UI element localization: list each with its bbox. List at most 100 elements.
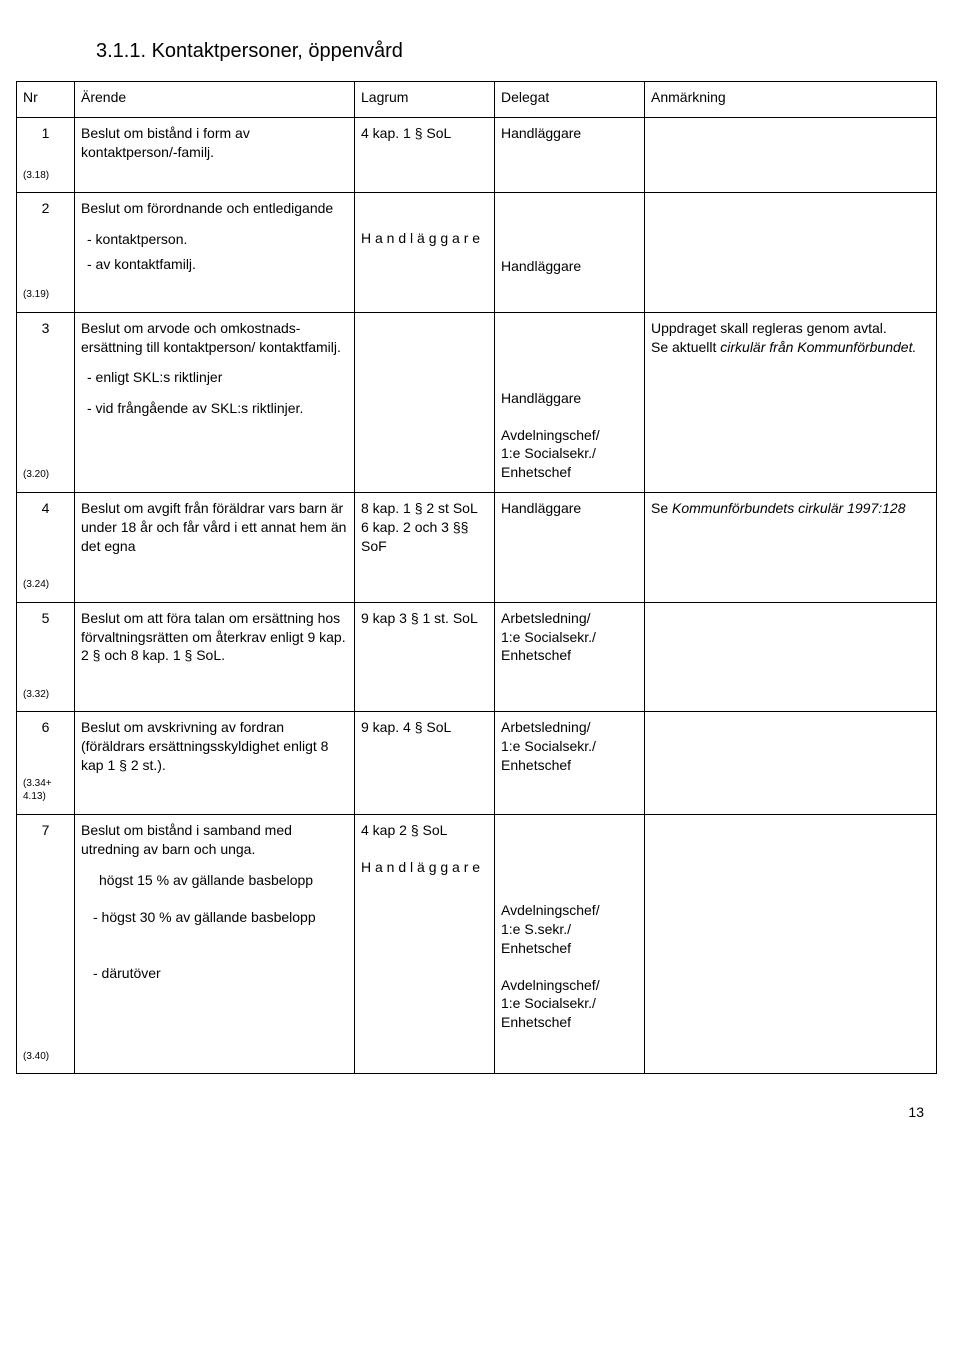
cell-lagrum: 9 kap. 4 § SoL [355, 712, 495, 815]
lagrum-line: 8 kap. 1 § 2 st SoL [361, 499, 488, 518]
table-header-row: Nr Ärende Lagrum Delegat Anmärkning [17, 82, 937, 118]
cell-arende: Beslut om bistånd i form av kontaktperso… [75, 117, 355, 192]
cell-delegat: Avdelningschef/ 1:e S.sekr./ Enhetschef … [495, 814, 645, 1073]
arende-lead: Beslut om bistånd i samband med utrednin… [81, 821, 348, 859]
table-row: 7 (3.40) Beslut om bistånd i samband med… [17, 814, 937, 1073]
cell-delegat: Handläggare Avdelningschef/ 1:e Socialse… [495, 312, 645, 493]
arende-sub: - därutöver [81, 964, 348, 983]
delegat: Handläggare [501, 257, 638, 276]
cell-nr: 1 (3.18) [17, 117, 75, 192]
delegat: 1:e Socialsekr./ [501, 994, 638, 1013]
arende-lead: Beslut om förordnande och entledigande [81, 199, 348, 218]
row-number: 2 [23, 199, 68, 218]
cell-arende: Beslut om att föra talan om ersättning h… [75, 602, 355, 711]
delegat: Avdelningschef/ [501, 426, 638, 445]
cell-nr: 7 (3.40) [17, 814, 75, 1073]
cell-anm [645, 193, 937, 312]
cell-anm: Se Kommunförbundets cirkulär 1997:128 [645, 493, 937, 602]
row-number: 1 [23, 124, 68, 143]
cell-delegat: Handläggare [495, 193, 645, 312]
anm-italic: cirkulär från Kommunförbundet. [720, 339, 916, 355]
cell-anm [645, 117, 937, 192]
delegat: 1:e Socialsekr./ [501, 444, 638, 463]
cell-nr: 4 (3.24) [17, 493, 75, 602]
cell-nr: 5 (3.32) [17, 602, 75, 711]
row-subref: (3.19) [23, 288, 68, 302]
cell-delegat: Handläggare [495, 117, 645, 192]
row-number: 3 [23, 319, 68, 338]
cell-lagrum: 4 kap. 1 § SoL [355, 117, 495, 192]
delegat: Arbetsledning/ [501, 718, 638, 737]
arende-sub: - högst 30 % av gällande basbelopp [81, 908, 348, 927]
row-number: 5 [23, 609, 68, 628]
table-row: 1 (3.18) Beslut om bistånd i form av kon… [17, 117, 937, 192]
table-row: 6 (3.34+ 4.13) Beslut om avskrivning av … [17, 712, 937, 815]
delegat: Enhetschef [501, 463, 638, 482]
row-subref: (3.20) [23, 468, 68, 482]
table-row: 4 (3.24) Beslut om avgift från föräldrar… [17, 493, 937, 602]
col-arende: Ärende [75, 82, 355, 118]
row-number: 7 [23, 821, 68, 840]
arende-sub: högst 15 % av gällande basbelopp [81, 871, 348, 890]
page-number: 13 [16, 1104, 944, 1120]
row-number: 4 [23, 499, 68, 518]
cell-nr: 6 (3.34+ 4.13) [17, 712, 75, 815]
cell-lagrum: 4 kap 2 § SoL H a n d l ä g g a r e [355, 814, 495, 1073]
delegat: Avdelningschef/ [501, 901, 638, 920]
anm-text: Se [651, 500, 672, 516]
row-subref: (3.18) [23, 169, 68, 183]
lagrum-line: 4 kap 2 § SoL [361, 821, 488, 840]
lagrum-spaced: H a n d l ä g g a r e [361, 229, 488, 248]
cell-lagrum: 9 kap 3 § 1 st. SoL [355, 602, 495, 711]
delegat: 1:e Socialsekr./ [501, 628, 638, 647]
cell-anm [645, 814, 937, 1073]
delegat: 1:e Socialsekr./ [501, 737, 638, 756]
arende-sub: - kontaktperson. [81, 230, 348, 249]
delegation-table: Nr Ärende Lagrum Delegat Anmärkning 1 (3… [16, 81, 937, 1074]
cell-anm: Uppdraget skall regleras genom avtal. Se… [645, 312, 937, 493]
cell-nr: 2 (3.19) [17, 193, 75, 312]
arende-sub: - av kontaktfamilj. [81, 255, 348, 274]
col-nr: Nr [17, 82, 75, 118]
cell-anm [645, 712, 937, 815]
arende-sub: - enligt SKL:s riktlinjer [81, 368, 348, 387]
delegat: Enhetschef [501, 1013, 638, 1032]
cell-delegat: Arbetsledning/ 1:e Socialsekr./ Enhetsch… [495, 712, 645, 815]
cell-arende: Beslut om förordnande och entledigande -… [75, 193, 355, 312]
cell-lagrum: 8 kap. 1 § 2 st SoL 6 kap. 2 och 3 §§ So… [355, 493, 495, 602]
anm-italic: Kommunförbundets cirkulär 1997:128 [672, 500, 905, 516]
col-delegat: Delegat [495, 82, 645, 118]
cell-lagrum [355, 312, 495, 493]
lagrum-line: 6 kap. 2 och 3 §§ SoF [361, 518, 488, 556]
row-subref: (3.24) [23, 578, 68, 592]
cell-anm [645, 602, 937, 711]
cell-arende: Beslut om bistånd i samband med utrednin… [75, 814, 355, 1073]
table-row: 3 (3.20) Beslut om arvode och omkostnads… [17, 312, 937, 493]
table-row: 5 (3.32) Beslut om att föra talan om ers… [17, 602, 937, 711]
table-row: 2 (3.19) Beslut om förordnande och entle… [17, 193, 937, 312]
cell-lagrum: H a n d l ä g g a r e [355, 193, 495, 312]
cell-arende: Beslut om avgift från föräldrar vars bar… [75, 493, 355, 602]
arende-lead: Beslut om arvode och omkostnads-ersättni… [81, 319, 348, 357]
delegat: Avdelningschef/ [501, 976, 638, 995]
section-heading: 3.1.1. Kontaktpersoner, öppenvård [96, 40, 944, 63]
cell-delegat: Arbetsledning/ 1:e Socialsekr./ Enhetsch… [495, 602, 645, 711]
cell-delegat: Handläggare [495, 493, 645, 602]
delegat: 1:e S.sekr./ [501, 920, 638, 939]
delegat: Enhetschef [501, 646, 638, 665]
row-subref: (3.32) [23, 688, 68, 702]
delegat: Enhetschef [501, 939, 638, 958]
lagrum-spaced: H a n d l ä g g a r e [361, 858, 488, 877]
row-number: 6 [23, 718, 68, 737]
col-lagrum: Lagrum [355, 82, 495, 118]
delegat: Arbetsledning/ [501, 609, 638, 628]
col-anmarkning: Anmärkning [645, 82, 937, 118]
row-subref: (3.34+ 4.13) [23, 777, 68, 804]
anm-text: Se aktuellt [651, 339, 720, 355]
arende-sub: - vid frångående av SKL:s riktlinjer. [81, 399, 348, 418]
delegat: Enhetschef [501, 756, 638, 775]
anm-text: Uppdraget skall regleras genom avtal. [651, 319, 930, 338]
cell-arende: Beslut om arvode och omkostnads-ersättni… [75, 312, 355, 493]
row-subref: (3.40) [23, 1050, 68, 1064]
cell-arende: Beslut om avskrivning av fordran (föräld… [75, 712, 355, 815]
